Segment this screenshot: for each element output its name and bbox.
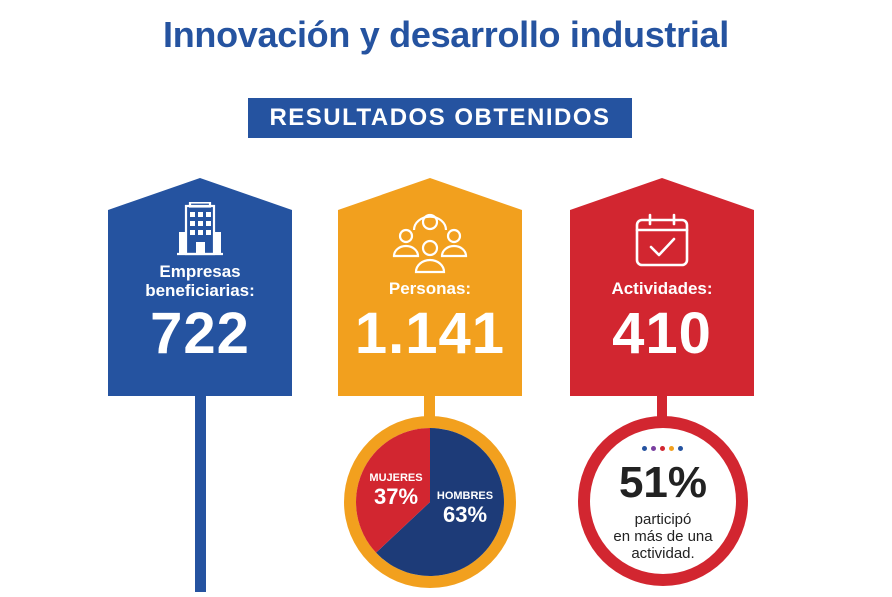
participation-value: 51% (618, 458, 708, 507)
companies-label-line1: Empresas (159, 262, 241, 281)
pie-slice-women (356, 428, 430, 553)
participation-line3: actividad. (631, 545, 695, 562)
people-label: Personas: (388, 279, 472, 298)
men-label: HOMBRES (436, 490, 494, 502)
women-slice-label: MUJERES 37% (366, 472, 426, 510)
activities-card: Actividades: 410 (570, 178, 754, 396)
companies-card: Empresas beneficiarias: 722 (108, 178, 292, 396)
orange-stem (424, 380, 435, 420)
people-group-icon (390, 212, 470, 279)
dot (660, 446, 665, 451)
dot-row (642, 446, 686, 452)
dot (642, 446, 647, 451)
men-value: 63% (442, 502, 488, 527)
participation-text: participó en más de una actividad. (572, 511, 754, 562)
participation-line2: en más de una (613, 528, 713, 545)
calendar-check-icon (634, 212, 690, 273)
building-icon (175, 201, 225, 263)
participation-ring: 51% participó en más de una actividad. (572, 410, 754, 592)
women-value: 37% (373, 484, 419, 509)
companies-value: 722 (150, 301, 250, 366)
blue-stem (195, 380, 206, 592)
red-stem (657, 380, 667, 420)
page-title: Innovación y desarrollo industrial (163, 14, 729, 55)
companies-card-shape (108, 178, 292, 396)
activities-value: 410 (612, 301, 712, 366)
dot (651, 446, 656, 451)
gender-pie: MUJERES 37% HOMBRES 63% (338, 410, 522, 592)
companies-label: Empresas beneficiarias: (108, 262, 292, 300)
participation-line1: participó (634, 511, 692, 528)
people-card: Personas: 1.141 (338, 178, 522, 396)
pie-slice-men (376, 428, 504, 576)
people-card-shape (338, 178, 522, 396)
women-label: MUJERES (369, 472, 423, 484)
activities-card-shape (570, 178, 754, 396)
men-slice-label: HOMBRES 63% (432, 490, 498, 528)
dot (678, 446, 683, 451)
companies-label-line2: beneficiarias: (145, 281, 255, 300)
dot (669, 446, 674, 451)
people-value: 1.141 (354, 301, 506, 366)
activities-label: Actividades: (611, 279, 713, 298)
results-banner: RESULTADOS OBTENIDOS (248, 98, 632, 138)
